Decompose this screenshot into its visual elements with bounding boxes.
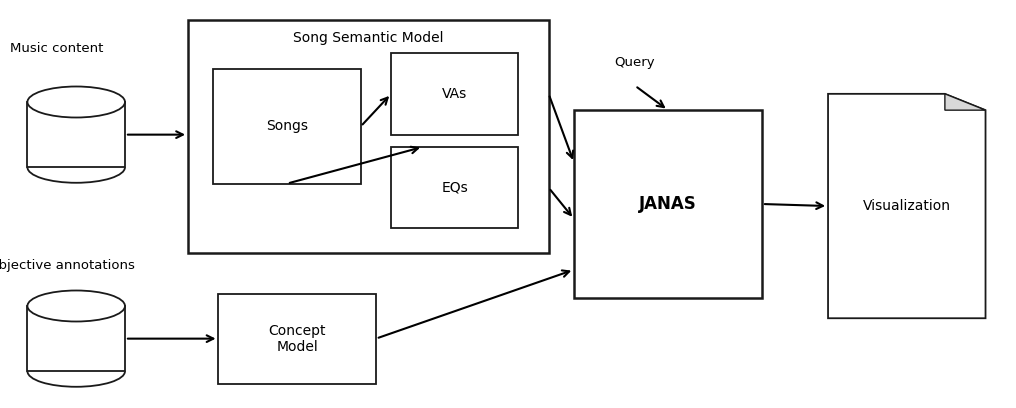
Text: Song Semantic Model: Song Semantic Model — [293, 31, 444, 44]
Text: EQs: EQs — [441, 181, 468, 195]
Bar — [391, 53, 518, 135]
Bar — [27, 306, 125, 371]
Text: JANAS: JANAS — [639, 195, 697, 213]
Bar — [391, 147, 518, 228]
Polygon shape — [945, 94, 986, 110]
Text: Visualization: Visualization — [863, 199, 951, 213]
Ellipse shape — [27, 290, 125, 322]
Bar — [574, 110, 762, 298]
Polygon shape — [828, 94, 986, 318]
Text: Query: Query — [615, 56, 655, 69]
Text: Music content: Music content — [10, 42, 104, 55]
Text: Concept
Model: Concept Model — [268, 324, 326, 354]
Bar — [213, 69, 361, 184]
Bar — [218, 294, 376, 384]
Text: VAs: VAs — [442, 87, 467, 101]
Text: ubjective annotations: ubjective annotations — [0, 259, 135, 272]
Text: Songs: Songs — [266, 120, 308, 133]
Bar — [27, 102, 125, 167]
Bar — [188, 20, 549, 253]
Ellipse shape — [27, 86, 125, 118]
